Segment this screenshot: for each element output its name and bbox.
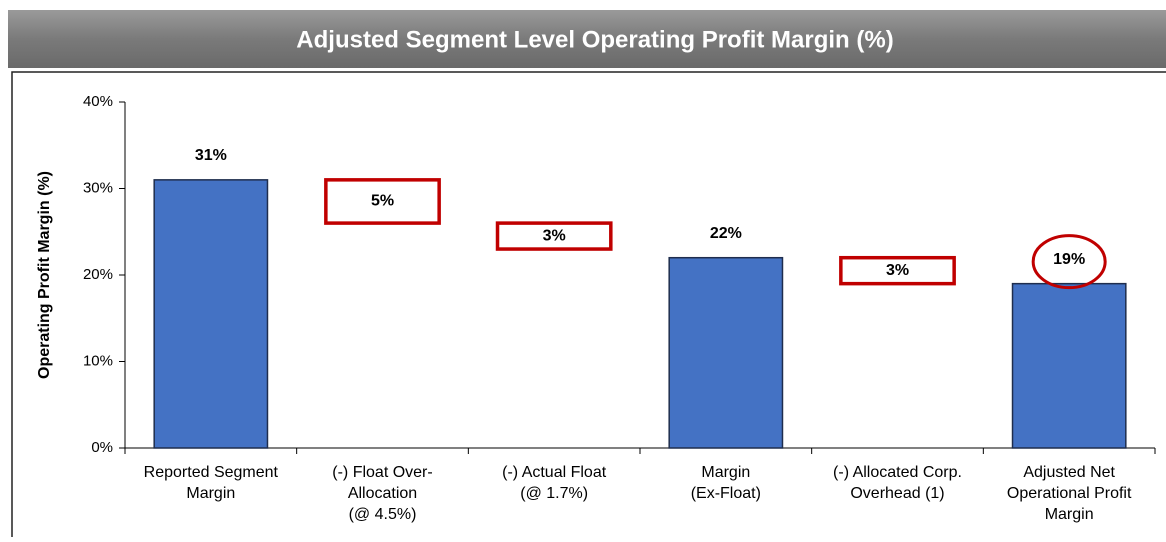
y-tick-label: 10% xyxy=(83,352,113,369)
y-tick-label: 20% xyxy=(83,266,113,283)
y-tick-label: 30% xyxy=(83,179,113,196)
x-tick-label: (-) Actual Float xyxy=(502,464,607,481)
bar xyxy=(153,179,269,449)
x-tick-label: (-) Float Over- xyxy=(332,464,432,481)
value-label: 3% xyxy=(543,227,566,244)
x-tick-label: Margin xyxy=(701,464,750,481)
decrease-box xyxy=(324,178,441,225)
x-tick-label: Overhead (1) xyxy=(850,485,944,502)
highlight-circle xyxy=(1031,234,1107,290)
title-banner xyxy=(8,10,1166,68)
chart-title: Adjusted Segment Level Operating Profit … xyxy=(296,26,893,53)
frame xyxy=(11,71,1166,542)
y-axis-title: Operating Profit Margin (%) xyxy=(36,171,53,379)
y-tick-label: 40% xyxy=(83,93,113,110)
x-tick-label: (@ 1.7%) xyxy=(520,485,588,502)
x-tick-label: (-) Allocated Corp. xyxy=(833,464,962,481)
value-label: 22% xyxy=(710,225,742,242)
y-tick-label: 0% xyxy=(91,439,113,456)
bar xyxy=(668,256,784,449)
x-tick-label: (Ex-Float) xyxy=(691,485,761,502)
x-tick-label: Margin xyxy=(1045,506,1094,523)
decrease-box xyxy=(495,221,613,251)
x-tick-label: Allocation xyxy=(348,485,417,502)
value-label: 5% xyxy=(371,193,394,210)
x-tick-label: Adjusted Net xyxy=(1023,464,1115,481)
value-label: 3% xyxy=(886,262,909,279)
x-tick-label: Reported Segment xyxy=(144,464,279,481)
value-label: 31% xyxy=(195,147,227,164)
x-tick-label: Margin xyxy=(186,485,235,502)
bar xyxy=(1011,282,1127,449)
decrease-box xyxy=(839,255,956,286)
x-tick-label: Operational Profit xyxy=(1007,485,1132,502)
value-label: 19% xyxy=(1053,251,1085,268)
x-tick-label: (@ 4.5%) xyxy=(349,506,417,523)
